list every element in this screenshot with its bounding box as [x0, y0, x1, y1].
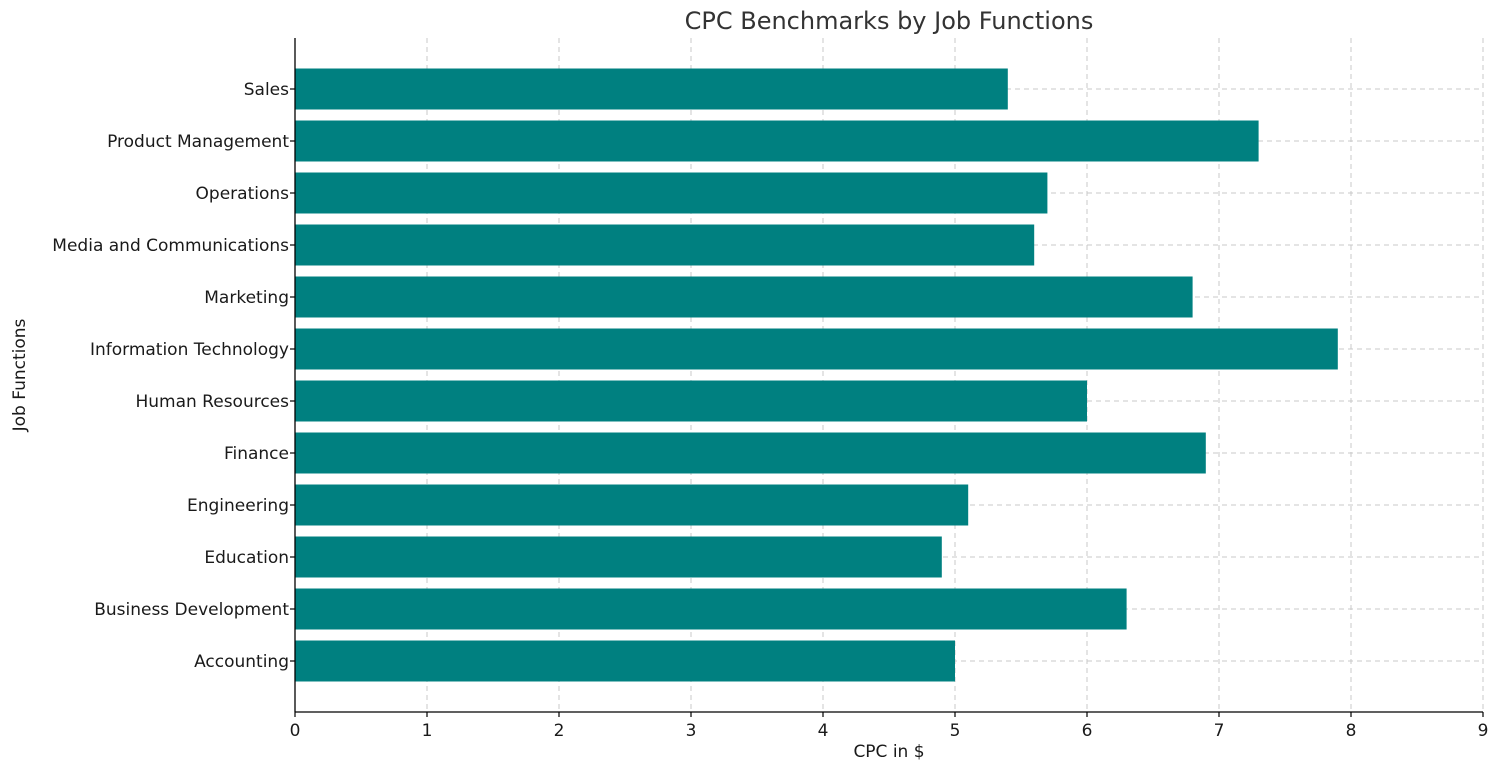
- y-tick-label: Education: [204, 548, 289, 568]
- bar-sales: [295, 68, 1008, 110]
- y-tick-label: Information Technology: [90, 340, 289, 360]
- x-axis-label: CPC in $: [853, 742, 924, 762]
- bar-accounting: [295, 640, 955, 682]
- bar-finance: [295, 432, 1206, 474]
- x-tick-label: 1: [422, 721, 433, 741]
- y-tick-label: Media and Communications: [52, 236, 289, 256]
- x-tick-label: 8: [1346, 721, 1357, 741]
- chart-title: CPC Benchmarks by Job Functions: [685, 7, 1094, 35]
- bar-education: [295, 536, 942, 578]
- axes-layer: [294, 38, 1483, 713]
- bar-product-management: [295, 120, 1259, 162]
- y-tick-label: Engineering: [187, 496, 289, 516]
- y-tick-label: Marketing: [204, 288, 289, 308]
- x-tick-label: 4: [818, 721, 829, 741]
- y-tick-label: Business Development: [94, 600, 289, 620]
- x-tick-label: 5: [950, 721, 961, 741]
- x-tick-label: 3: [686, 721, 697, 741]
- y-tick-label: Finance: [224, 444, 289, 464]
- x-tick-label: 7: [1214, 721, 1225, 741]
- y-tick-label: Product Management: [107, 132, 289, 152]
- ticks-layer: 0 1 2 3 4 5 6 7 8 9 Accounting Business Development…: [52, 80, 1488, 741]
- bars-layer: [295, 68, 1338, 682]
- bar-business-development: [295, 588, 1127, 630]
- x-tick-label: 2: [554, 721, 565, 741]
- bar-information-technology: [295, 328, 1338, 370]
- bar-engineering: [295, 484, 969, 526]
- y-axis-label: Job Functions: [10, 318, 30, 432]
- x-tick-label: 6: [1082, 721, 1093, 741]
- y-tick-label: Human Resources: [135, 392, 289, 412]
- x-tick-label: 9: [1478, 721, 1489, 741]
- y-tick-label: Operations: [196, 184, 290, 204]
- x-tick-label: 0: [290, 721, 301, 741]
- bar-human-resources: [295, 380, 1087, 422]
- y-tick-label: Sales: [244, 80, 289, 100]
- bar-marketing: [295, 276, 1193, 318]
- bar-operations: [295, 172, 1048, 214]
- bar-media-and-communications: [295, 224, 1035, 266]
- y-tick-label: Accounting: [194, 652, 289, 672]
